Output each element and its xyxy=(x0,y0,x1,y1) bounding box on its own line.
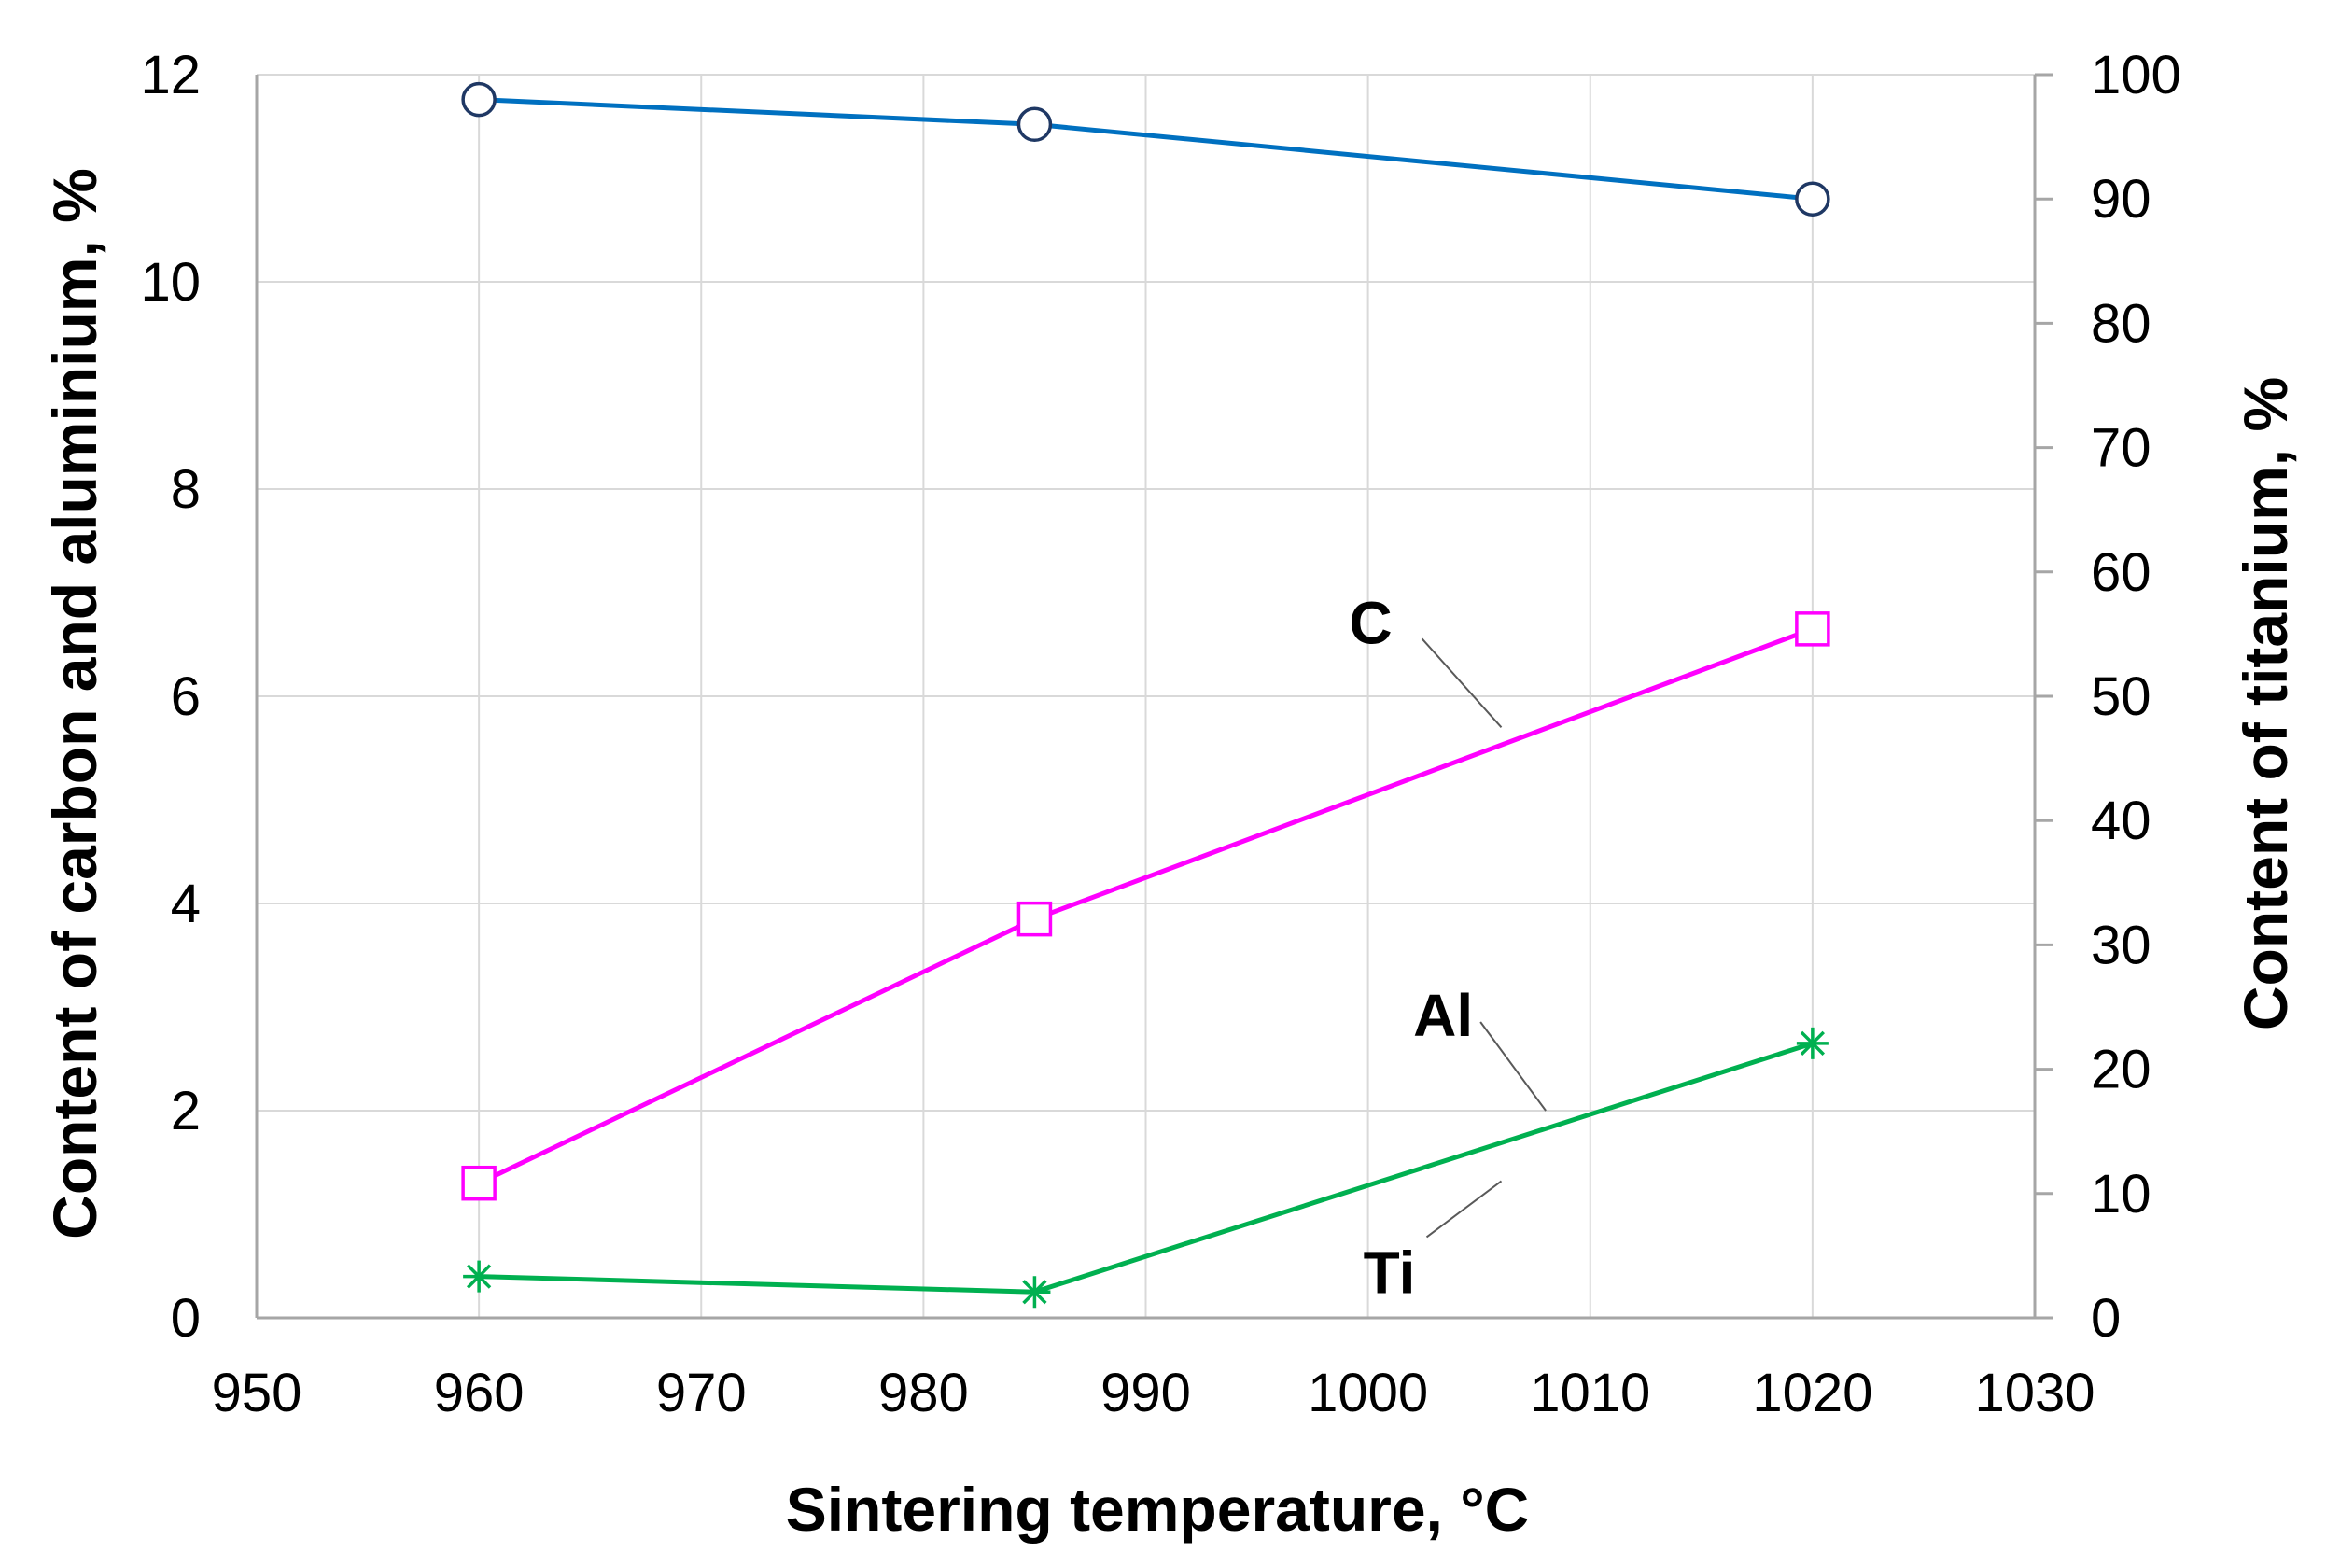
y-tick-label: 12 xyxy=(140,45,201,105)
y2-tick-label: 100 xyxy=(2091,45,2181,105)
y-tick-label: 6 xyxy=(171,666,201,727)
series-label-c: C xyxy=(1349,589,1392,656)
data-point-c xyxy=(1016,901,1053,937)
data-point-al xyxy=(463,1260,496,1293)
x-tick-label: 990 xyxy=(1100,1363,1191,1423)
x-tick-label: 980 xyxy=(878,1363,969,1423)
y-tick-label: 4 xyxy=(171,874,201,934)
y2-tick-label: 80 xyxy=(2091,293,2151,354)
x-tick-label: 1020 xyxy=(1752,1363,1872,1423)
asterisk-stroke xyxy=(1022,1280,1047,1305)
x-tick-label: 1030 xyxy=(1974,1363,2095,1423)
x-axis-title: Sintering temperature, °C xyxy=(786,1475,1530,1544)
asterisk-stroke xyxy=(1800,1030,1826,1056)
x-tick-label: 960 xyxy=(434,1363,525,1423)
y2-axis-title: Content of titanium, % xyxy=(2231,377,2300,1030)
series-layer xyxy=(461,81,1830,1309)
series-label-ti: Ti xyxy=(1364,1239,1416,1306)
data-point-ti xyxy=(461,81,497,118)
y-tick-label: 2 xyxy=(171,1081,201,1141)
y2-tick-label: 30 xyxy=(2091,915,2151,975)
data-point-c xyxy=(461,1165,497,1201)
axis-layer: 950 960 970 980 990 1000 1010 1020 1030024681012… xyxy=(140,45,2180,1423)
grid-layer xyxy=(256,74,2036,1319)
x-tick-label: 1000 xyxy=(1308,1363,1428,1423)
y2-tick-label: 10 xyxy=(2091,1164,2151,1225)
leader-line-ti xyxy=(1425,1180,1503,1239)
leader-line-c xyxy=(1421,637,1503,728)
y2-tick-label: 40 xyxy=(2091,791,2151,851)
y2-tick-label: 50 xyxy=(2091,666,2151,727)
y2-tick-label: 90 xyxy=(2091,169,2151,230)
y2-tick-label: 0 xyxy=(2091,1288,2121,1349)
data-point-al xyxy=(1018,1276,1051,1309)
y-tick-label: 10 xyxy=(140,252,201,313)
label-layer: Ti C Al xyxy=(1349,589,1547,1306)
series-label-al: Al xyxy=(1413,982,1473,1049)
data-point-ti xyxy=(1016,106,1053,143)
y2-tick-label: 60 xyxy=(2091,542,2151,603)
leader-line-al xyxy=(1479,1021,1547,1112)
x-tick-label: 950 xyxy=(212,1363,302,1423)
data-point-ti xyxy=(1795,181,1830,217)
y-tick-label: 8 xyxy=(171,459,201,520)
data-point-al xyxy=(1796,1027,1829,1059)
y-tick-label: 0 xyxy=(171,1288,201,1349)
y-axis-title: Content of carbon and aluminium, % xyxy=(40,168,109,1239)
y2-tick-label: 70 xyxy=(2091,418,2151,479)
x-tick-label: 970 xyxy=(656,1363,747,1423)
data-point-c xyxy=(1795,611,1830,647)
asterisk-stroke xyxy=(466,1264,492,1289)
x-tick-label: 1010 xyxy=(1530,1363,1650,1423)
y2-tick-label: 20 xyxy=(2091,1040,2151,1100)
